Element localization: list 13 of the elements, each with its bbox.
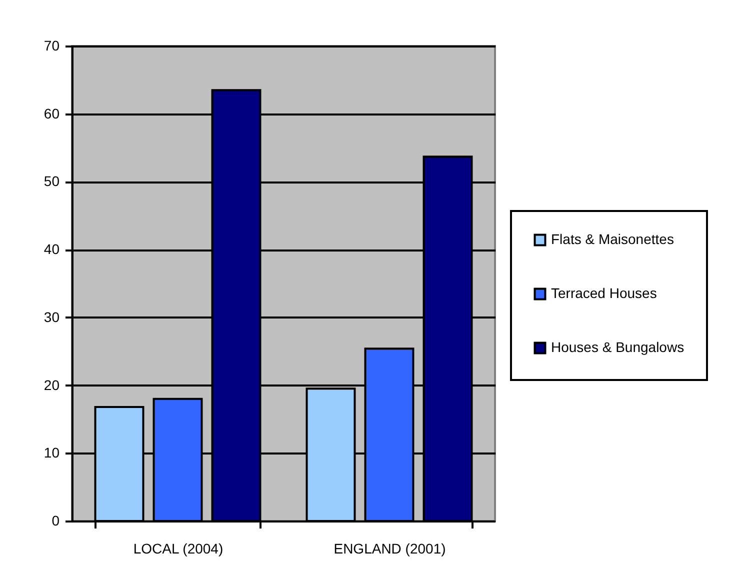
x-tick-label: ENGLAND (2001) [334, 540, 446, 556]
y-tick-label: 10 [44, 444, 60, 461]
y-tick-label: 20 [44, 376, 60, 393]
legend-label: Houses & Bungalows [551, 339, 684, 355]
y-tick-label: 40 [44, 241, 60, 258]
legend-label: Terraced Houses [551, 285, 657, 301]
x-tick-label: LOCAL (2004) [133, 540, 224, 556]
y-tick-label: 0 [52, 512, 60, 528]
y-tick-label: 70 [44, 38, 60, 54]
y-tick-label: 50 [44, 173, 60, 190]
y-tick-label: 30 [44, 308, 60, 325]
legend-label: Flats & Maisonettes [551, 231, 674, 247]
y-tick-label: 60 [44, 105, 60, 122]
